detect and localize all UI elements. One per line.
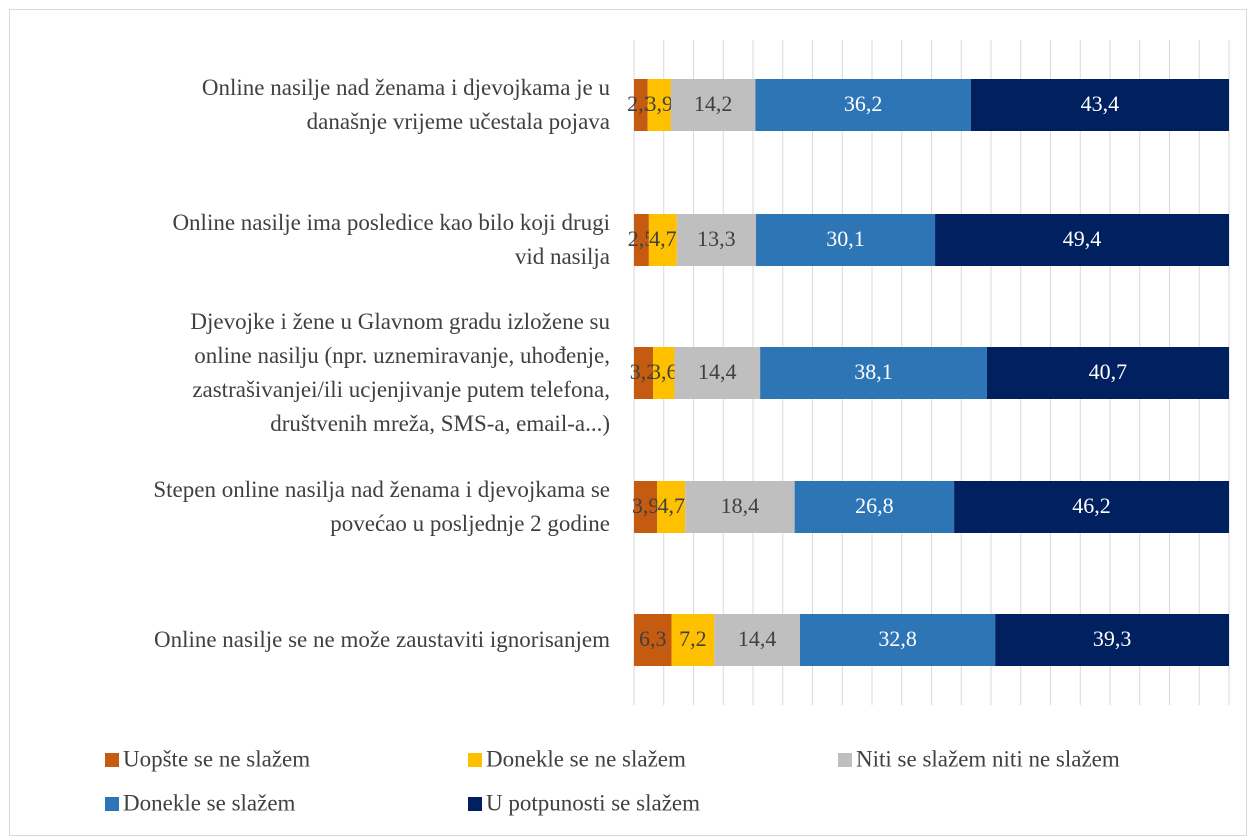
bar-segment: [634, 614, 672, 666]
data-label: 4,7: [657, 493, 685, 518]
data-label: 3,6: [650, 359, 678, 384]
data-label: 14,4: [698, 359, 737, 384]
data-label: 30,1: [826, 226, 865, 251]
bar-segment: [760, 347, 987, 399]
bar-segment: [653, 347, 675, 399]
legend-swatch: [468, 797, 482, 811]
bar-segment: [685, 481, 795, 533]
bar-segment: [648, 214, 677, 266]
data-label: 32,8: [878, 626, 917, 651]
bar-segment: [671, 614, 715, 666]
bar-segment: [794, 481, 955, 533]
category-label: Online nasilje nad ženama i djevojkama j…: [201, 75, 610, 134]
legend-swatch: [468, 753, 482, 767]
bar-segment: [634, 481, 658, 533]
bar-segment: [755, 214, 936, 266]
legend-swatch: [105, 753, 119, 767]
bar-segment: [800, 614, 996, 666]
bar-segment: [674, 347, 761, 399]
data-label: 13,3: [697, 226, 736, 251]
data-label: 40,7: [1089, 359, 1128, 384]
bar-segment: [634, 214, 649, 266]
bar-segment: [634, 79, 648, 131]
legend-swatch: [105, 797, 119, 811]
category-label: Online nasilje se ne može zaustaviti ign…: [153, 627, 610, 652]
data-label: 43,4: [1081, 91, 1120, 116]
data-label: 14,4: [738, 626, 777, 651]
bar-segment: [676, 214, 756, 266]
data-label: 38,1: [854, 359, 893, 384]
legend-label: Niti se slažem niti ne slažem: [856, 746, 1120, 771]
data-label: 26,8: [855, 493, 894, 518]
data-label: 6,3: [639, 626, 667, 651]
bar-segment: [954, 481, 1229, 533]
data-label: 7,2: [679, 626, 707, 651]
data-label: 36,2: [844, 91, 883, 116]
legend-label: Donekle se slažem: [123, 790, 296, 815]
bar-segment: [986, 347, 1229, 399]
data-label: 4,7: [649, 226, 677, 251]
data-label: 3,9: [646, 91, 674, 116]
bar-segment: [995, 614, 1229, 666]
bar-segment: [970, 79, 1229, 131]
legend-label: U potpunosti se slažem: [486, 790, 700, 815]
bar-segment: [755, 79, 971, 131]
category-label: Stepen online nasilja nad ženama i djevo…: [153, 477, 610, 536]
data-label: 14,2: [694, 91, 733, 116]
bar-segment: [634, 347, 654, 399]
data-label: 49,4: [1063, 226, 1102, 251]
bar-segment: [647, 79, 671, 131]
bar-segment: [714, 614, 801, 666]
bar-segment: [935, 214, 1229, 266]
data-label: 18,4: [721, 493, 760, 518]
data-label: 39,3: [1093, 626, 1132, 651]
category-label: Online nasilje ima posledice kao bilo ko…: [172, 210, 610, 269]
category-label: Djevojke i žene u Glavnom gradu izložene…: [190, 309, 610, 436]
data-label: 46,2: [1072, 493, 1111, 518]
chart-border: [9, 9, 1247, 836]
bar-segment: [670, 79, 756, 131]
legend-swatch: [838, 753, 852, 767]
legend-label: Donekle se ne slažem: [486, 746, 686, 771]
bar-segment: [657, 481, 686, 533]
data-label: 3,2: [630, 359, 658, 384]
legend-label: Uopšte se ne slažem: [123, 746, 310, 771]
data-label: 3,9: [632, 493, 660, 518]
